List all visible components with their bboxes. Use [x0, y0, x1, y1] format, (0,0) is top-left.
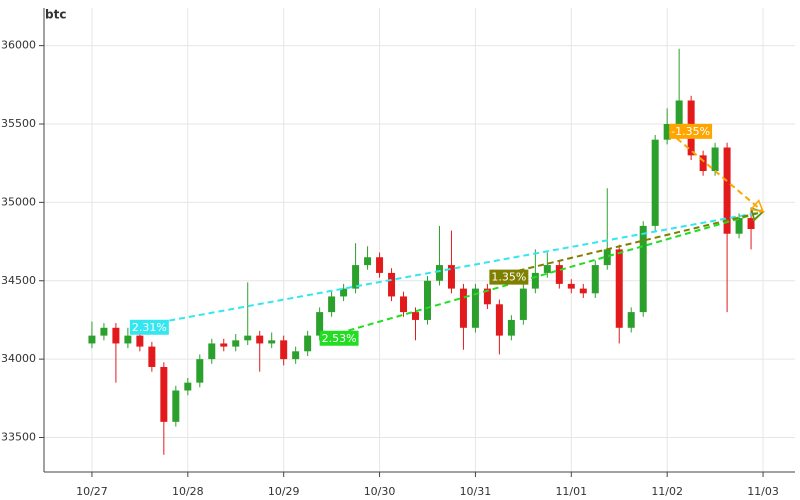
candle-body — [376, 257, 384, 273]
candle-body — [447, 265, 455, 289]
x-tick-label: 11/03 — [747, 485, 779, 498]
candle-body — [555, 265, 563, 284]
candle-body — [483, 288, 491, 305]
candle-body — [244, 335, 252, 341]
x-tick-label: 10/27 — [76, 485, 108, 498]
candle-body — [412, 312, 420, 320]
y-tick-label: 33500 — [1, 431, 36, 444]
candle-body — [88, 335, 96, 344]
annotation-box — [669, 123, 713, 139]
candle-body — [148, 346, 156, 367]
candle-body — [423, 280, 431, 320]
candle-body — [543, 265, 551, 273]
y-tick-label: 35500 — [1, 117, 36, 130]
candle-body — [459, 288, 467, 328]
candle-body — [268, 340, 276, 344]
candle-body — [316, 312, 324, 336]
candle-body — [352, 265, 360, 289]
candle-body — [507, 319, 515, 336]
candle-body — [328, 296, 336, 313]
candle-body — [567, 283, 575, 289]
candle-body — [627, 312, 635, 328]
candle-body — [435, 265, 443, 281]
chart-title: btc — [45, 8, 66, 22]
annotation-box — [319, 330, 359, 346]
candle-body — [400, 296, 408, 313]
trend-arrow — [319, 210, 764, 340]
y-tick-label: 35000 — [1, 195, 36, 208]
candle-body — [100, 327, 108, 336]
annotation-box — [489, 269, 529, 285]
candle-body — [615, 249, 623, 328]
x-tick-label: 10/29 — [268, 485, 300, 498]
annotation-text: 2.53% — [322, 332, 357, 345]
y-tick-label: 34000 — [1, 352, 36, 365]
candle-body — [136, 335, 144, 347]
candle-body — [495, 304, 503, 336]
candle-body — [172, 390, 180, 422]
candle-body — [292, 351, 300, 360]
annotation-label: 2.31% — [129, 319, 169, 335]
candle-body — [232, 340, 240, 347]
candle-body — [639, 225, 647, 313]
candle-body — [304, 335, 312, 352]
candle-body — [160, 366, 168, 422]
candle-body — [603, 249, 611, 266]
candle-body — [747, 218, 755, 230]
annotation-text: 2.31% — [132, 321, 167, 334]
candle-body — [280, 340, 288, 360]
candle-body — [220, 343, 228, 347]
x-tick-label: 10/30 — [364, 485, 396, 498]
candle-body — [723, 147, 731, 234]
trend-arrow — [129, 210, 764, 329]
annotation-label: 2.53% — [319, 330, 359, 346]
annotation-label: -1.35% — [669, 123, 713, 139]
trend-arrow — [489, 210, 764, 279]
candle-body — [579, 288, 587, 294]
candle-body — [112, 327, 120, 344]
candle-body — [256, 335, 264, 344]
candle-body — [340, 288, 348, 297]
x-tick-label: 10/28 — [172, 485, 204, 498]
annotation-text: -1.35% — [671, 125, 710, 138]
arrow-head — [749, 199, 765, 213]
candle-body — [208, 343, 216, 360]
candle-body — [675, 100, 683, 124]
candle-body — [471, 288, 479, 328]
x-tick-label: 11/02 — [651, 485, 683, 498]
candle-body — [364, 257, 372, 266]
candle-body — [184, 382, 192, 391]
candle-body — [531, 272, 539, 289]
annotation-text: 1.35% — [491, 271, 526, 284]
candle-body — [591, 265, 599, 294]
candle-body — [124, 335, 132, 344]
annotation-box — [129, 319, 169, 335]
candle-body — [711, 147, 719, 172]
candle-body — [196, 359, 204, 383]
y-tick-label: 34500 — [1, 274, 36, 287]
candle-body — [519, 288, 527, 320]
y-tick-label: 36000 — [1, 39, 36, 52]
candle-body — [663, 124, 671, 140]
candle-body — [735, 218, 743, 234]
candle-body — [651, 139, 659, 226]
x-tick-label: 11/01 — [555, 485, 587, 498]
x-tick-label: 10/31 — [460, 485, 492, 498]
candle-body — [699, 155, 707, 172]
trend-arrow — [668, 131, 764, 213]
candle-body — [388, 272, 396, 297]
annotation-label: 1.35% — [489, 269, 529, 285]
